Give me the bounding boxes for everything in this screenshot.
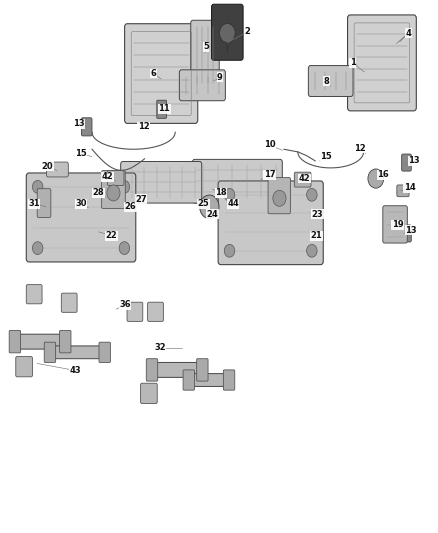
Circle shape [107, 185, 120, 201]
Circle shape [200, 195, 219, 219]
FancyBboxPatch shape [348, 15, 416, 111]
Circle shape [119, 242, 130, 255]
Circle shape [119, 180, 130, 193]
FancyBboxPatch shape [383, 206, 407, 243]
FancyBboxPatch shape [397, 185, 409, 197]
Text: 26: 26 [125, 203, 136, 211]
Text: 17: 17 [264, 171, 275, 179]
Text: 42: 42 [102, 173, 113, 181]
Text: 20: 20 [42, 162, 53, 171]
Text: 15: 15 [75, 149, 87, 158]
Text: 5: 5 [203, 43, 209, 51]
FancyBboxPatch shape [183, 370, 194, 390]
Text: 30: 30 [75, 199, 87, 208]
Circle shape [224, 244, 235, 257]
FancyBboxPatch shape [46, 162, 68, 177]
FancyBboxPatch shape [218, 181, 323, 265]
Text: 6: 6 [150, 69, 156, 78]
Text: 42: 42 [299, 174, 310, 183]
Text: 16: 16 [378, 171, 389, 179]
Text: 14: 14 [404, 183, 415, 192]
FancyBboxPatch shape [197, 359, 208, 381]
FancyBboxPatch shape [223, 370, 235, 390]
FancyBboxPatch shape [268, 177, 290, 214]
Text: 28: 28 [93, 189, 104, 197]
FancyBboxPatch shape [16, 357, 32, 377]
FancyBboxPatch shape [99, 342, 110, 362]
Circle shape [307, 244, 317, 257]
Text: 23: 23 [312, 210, 323, 219]
Circle shape [32, 180, 43, 193]
Text: 4: 4 [405, 29, 411, 37]
Text: 24: 24 [207, 210, 218, 219]
FancyBboxPatch shape [212, 4, 243, 60]
FancyBboxPatch shape [60, 330, 71, 353]
FancyBboxPatch shape [127, 302, 143, 321]
Text: 13: 13 [73, 119, 85, 128]
Text: 1: 1 [350, 59, 356, 67]
FancyBboxPatch shape [294, 172, 311, 187]
FancyBboxPatch shape [157, 100, 166, 118]
Text: 13: 13 [405, 226, 417, 235]
FancyBboxPatch shape [124, 23, 198, 124]
Text: 25: 25 [198, 199, 209, 208]
Text: 8: 8 [323, 77, 329, 85]
FancyBboxPatch shape [49, 346, 103, 359]
Text: 21: 21 [311, 231, 322, 240]
FancyBboxPatch shape [44, 342, 56, 362]
FancyBboxPatch shape [193, 159, 283, 203]
Circle shape [224, 189, 235, 201]
FancyBboxPatch shape [107, 171, 124, 185]
FancyBboxPatch shape [180, 70, 226, 101]
Text: 9: 9 [217, 73, 223, 82]
Circle shape [273, 190, 286, 206]
FancyBboxPatch shape [120, 161, 201, 203]
FancyBboxPatch shape [402, 225, 411, 242]
Text: 19: 19 [392, 221, 403, 229]
Circle shape [32, 242, 43, 255]
FancyBboxPatch shape [151, 362, 201, 377]
FancyBboxPatch shape [102, 171, 125, 208]
Text: 12: 12 [354, 144, 366, 152]
FancyBboxPatch shape [146, 359, 158, 381]
FancyBboxPatch shape [61, 293, 77, 312]
Text: 12: 12 [138, 123, 149, 131]
FancyBboxPatch shape [26, 173, 136, 262]
Text: 44: 44 [227, 199, 239, 208]
Text: 32: 32 [154, 343, 166, 352]
Text: 13: 13 [408, 157, 420, 165]
Text: 2: 2 [244, 28, 251, 36]
FancyBboxPatch shape [188, 374, 228, 386]
FancyBboxPatch shape [81, 118, 92, 136]
Text: 10: 10 [264, 141, 275, 149]
FancyBboxPatch shape [191, 20, 219, 90]
Circle shape [307, 189, 317, 201]
Text: 31: 31 [28, 199, 40, 208]
FancyBboxPatch shape [14, 334, 64, 349]
Text: 27: 27 [135, 195, 147, 204]
FancyBboxPatch shape [141, 383, 157, 403]
Text: 18: 18 [215, 189, 227, 197]
Text: 22: 22 [106, 231, 117, 240]
FancyBboxPatch shape [402, 154, 411, 171]
Text: 15: 15 [321, 152, 332, 161]
FancyBboxPatch shape [37, 189, 51, 217]
Circle shape [219, 23, 235, 43]
Text: 36: 36 [119, 301, 131, 309]
Text: 11: 11 [159, 104, 170, 113]
FancyBboxPatch shape [9, 330, 21, 353]
Text: 43: 43 [70, 366, 81, 375]
Circle shape [368, 169, 384, 188]
FancyBboxPatch shape [148, 302, 163, 321]
FancyBboxPatch shape [308, 66, 353, 96]
FancyBboxPatch shape [26, 285, 42, 304]
